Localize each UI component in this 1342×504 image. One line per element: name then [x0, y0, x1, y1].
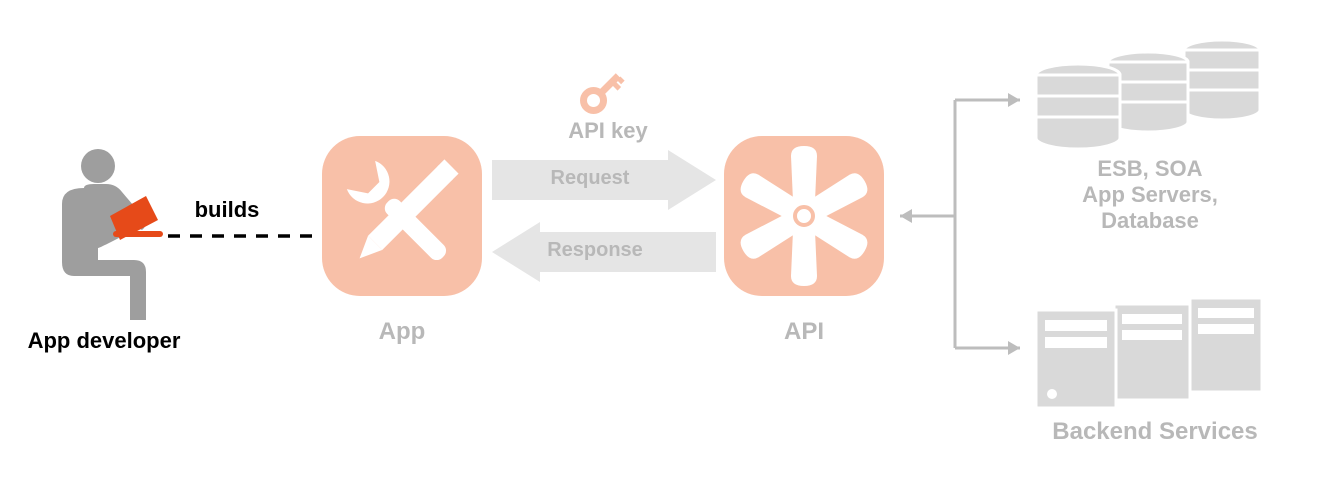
request-label: Request — [520, 167, 660, 190]
db-label-3: Database — [1050, 208, 1250, 234]
response-label: Response — [520, 239, 670, 262]
developer-icon — [54, 148, 174, 323]
builds-edge — [168, 228, 320, 244]
api-key-label: API key — [548, 118, 668, 144]
db-label-2: App Servers, — [1050, 182, 1250, 208]
api-label: API — [724, 318, 884, 346]
diagram-canvas: App developer builds App — [0, 0, 1342, 504]
api-node — [724, 136, 884, 296]
db-label-1: ESB, SOA — [1050, 156, 1250, 182]
backend-services-label: Backend Services — [1030, 418, 1280, 446]
key-icon — [576, 66, 628, 118]
builds-label: builds — [182, 197, 272, 223]
api-asterisk-icon — [724, 136, 884, 296]
app-tools-icon — [322, 136, 482, 296]
backend-connector — [885, 80, 1045, 370]
servers-icon — [1034, 296, 1270, 410]
app-node — [322, 136, 482, 296]
app-label: App — [322, 318, 482, 346]
developer-label: App developer — [14, 328, 194, 354]
database-icon — [1034, 34, 1270, 152]
